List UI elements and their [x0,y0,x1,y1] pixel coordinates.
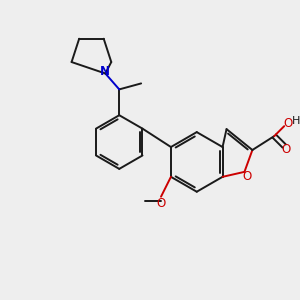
Text: O: O [156,197,166,210]
Text: H: H [292,116,300,126]
Text: O: O [284,117,293,130]
Text: O: O [243,170,252,183]
Text: N: N [100,65,110,78]
Text: O: O [282,143,291,157]
